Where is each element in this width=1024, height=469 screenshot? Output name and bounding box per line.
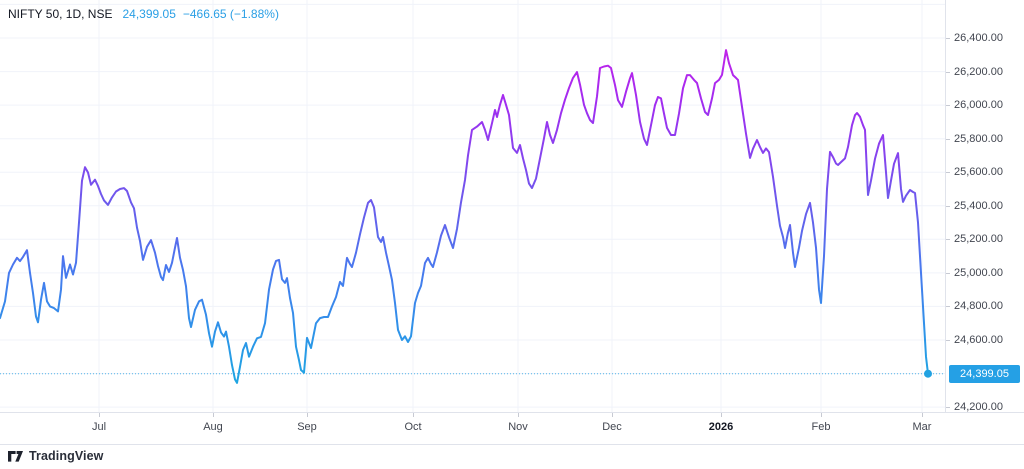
price-axis-label: 26,000.00 [954, 99, 1003, 112]
price-axis-tick [946, 138, 950, 140]
price-axis-label: 26,400.00 [954, 32, 1003, 44]
time-axis-label: Mar [912, 421, 932, 433]
price-chart-canvas[interactable] [0, 0, 945, 443]
price-axis-tick [946, 407, 950, 409]
time-axis-tick [721, 413, 722, 417]
price-axis-label: 24,200.00 [954, 401, 1003, 414]
time-axis-tick [99, 413, 100, 417]
price-axis-tick [946, 239, 950, 241]
time-axis-tick [922, 413, 923, 417]
price-axis-tick [946, 105, 950, 107]
time-axis[interactable]: Jul Aug Sep Oct Nov Dec 2026 Feb Mar [0, 412, 1024, 445]
price-axis-label: 24,600.00 [954, 333, 1003, 346]
time-axis-tick [821, 413, 822, 417]
price-axis-label: 25,000.00 [954, 266, 1003, 279]
time-axis-label: Dec [602, 421, 622, 433]
price-axis-tick [946, 272, 950, 274]
symbol-legend: NIFTY 50, 1D, NSE 24,399.05 −466.65 (−1.88… [8, 7, 279, 21]
time-axis-label: Oct [404, 421, 422, 433]
price-axis-tick [946, 205, 950, 207]
price-axis-tick [946, 38, 950, 39]
time-axis-tick [612, 413, 613, 417]
last-price-badge: 24,399.05 [949, 364, 1020, 383]
price-axis-tick [946, 306, 950, 308]
price-axis-label: 26,200.00 [954, 65, 1003, 78]
price-axis-label: 25,200.00 [954, 233, 1003, 246]
time-axis-tick [518, 413, 519, 417]
time-axis-label: Nov [508, 421, 528, 433]
tradingview-attribution[interactable]: TradingView [8, 445, 104, 467]
price-axis-label: 25,800.00 [954, 132, 1003, 145]
price-axis-tick [946, 71, 950, 73]
time-axis-tick [213, 413, 214, 417]
time-axis-label: 2026 [708, 421, 734, 433]
tradingview-logo-icon [8, 450, 23, 462]
price-change-value: −466.65 (−1.88%) [182, 7, 279, 21]
price-axis-tick [946, 172, 950, 174]
time-axis-label: Sep [297, 421, 317, 433]
symbol-title[interactable]: NIFTY 50, 1D, NSE [8, 7, 113, 21]
price-axis-label: 25,600.00 [954, 166, 1003, 179]
price-axis-label: 24,800.00 [954, 300, 1003, 313]
time-axis-tick [307, 413, 308, 417]
tradingview-attribution-label: TradingView [29, 449, 104, 463]
last-price-value: 24,399.05 [122, 7, 176, 21]
time-axis-label: Feb [811, 421, 831, 433]
price-axis-label: 25,400.00 [954, 199, 1003, 212]
price-axis-tick [946, 339, 950, 341]
time-axis-label: Jul [91, 421, 107, 433]
time-axis-tick [413, 413, 414, 417]
time-axis-label: Aug [203, 421, 223, 433]
